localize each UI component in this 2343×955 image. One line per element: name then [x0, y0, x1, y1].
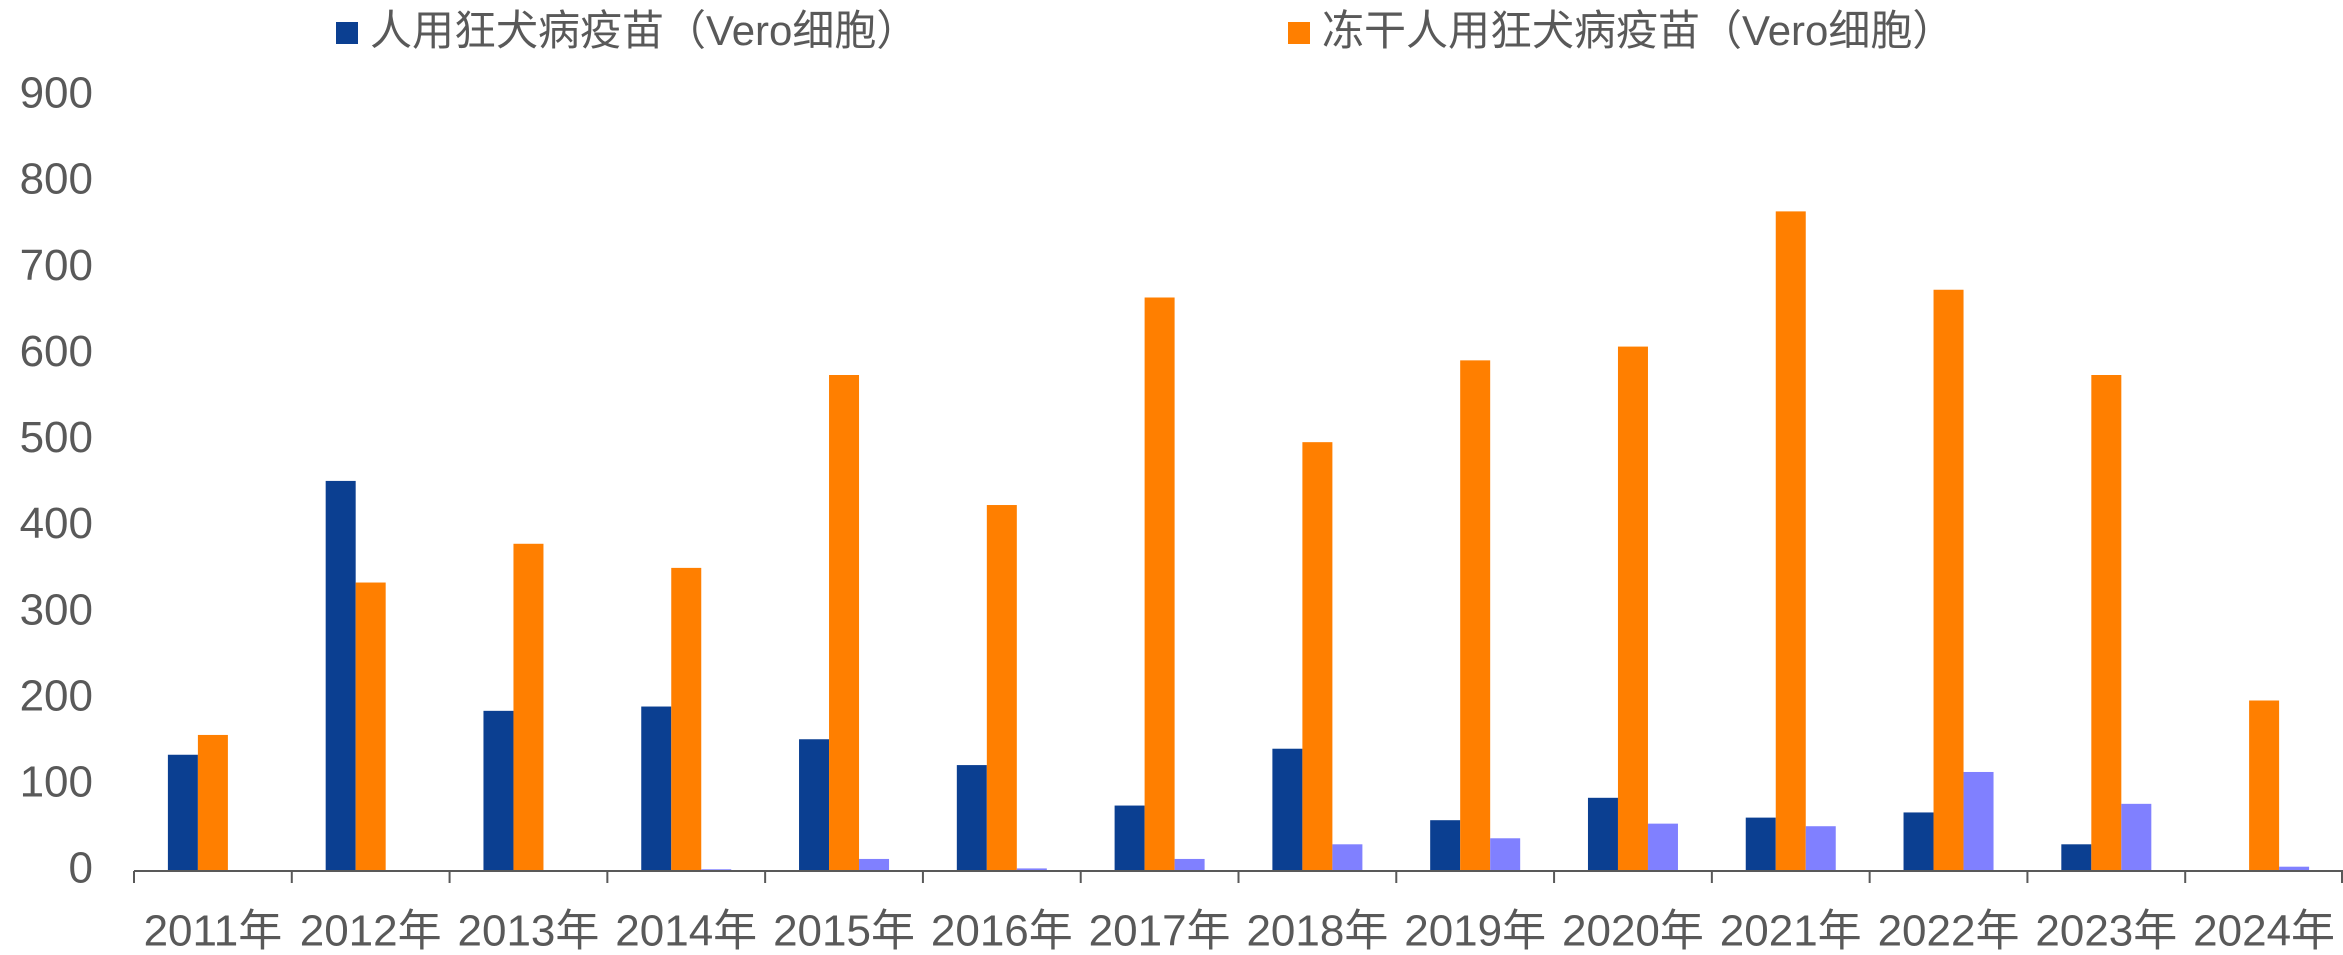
bar: [1430, 820, 1461, 871]
bar: [483, 710, 514, 871]
x-tick-label: 2020年: [1562, 907, 1704, 955]
bar: [986, 505, 1017, 871]
bar: [1805, 826, 1836, 871]
bar: [1174, 858, 1205, 871]
bar: [1933, 289, 1964, 871]
x-tick-label: 2022年: [1878, 907, 2020, 955]
x-tick-label: 2013年: [458, 907, 600, 955]
x-tick-label: 2014年: [615, 907, 757, 955]
bar: [799, 739, 830, 871]
bar: [1490, 838, 1521, 871]
bar: [1144, 297, 1175, 871]
bar: [1016, 868, 1047, 871]
x-tick-label: 2016年: [931, 907, 1073, 955]
x-tick-label: 2011年: [144, 907, 283, 955]
bar: [1272, 748, 1303, 871]
legend-swatch: [1288, 22, 1310, 44]
y-tick-label: 500: [20, 413, 93, 462]
y-tick-label: 800: [20, 155, 93, 204]
x-tick-label: 2012年: [300, 907, 442, 955]
bar: [1332, 844, 1363, 871]
bar: [1647, 823, 1678, 871]
bar: [513, 543, 544, 871]
y-tick-label: 200: [20, 671, 93, 720]
bar: [355, 582, 386, 871]
bar: [1587, 797, 1618, 871]
y-tick-label: 400: [20, 499, 93, 548]
y-tick-label: 600: [20, 327, 93, 376]
bar: [829, 375, 860, 871]
bar: [1745, 817, 1776, 871]
bar: [197, 734, 228, 871]
bar: [167, 754, 198, 871]
bar: [1617, 346, 1648, 871]
x-tick-label: 2015年: [773, 907, 915, 955]
x-tick-label: 2021年: [1720, 907, 1862, 955]
bar: [325, 480, 356, 871]
bar: [1903, 812, 1934, 871]
bar: [1302, 442, 1333, 871]
y-tick-label: 900: [20, 69, 93, 118]
bar: [2249, 700, 2280, 871]
bar: [2121, 803, 2152, 871]
x-tick-label: 2019年: [1404, 907, 1546, 955]
legend-label: 冻干人用狂犬病疫苗（Vero细胞）: [1322, 7, 1954, 54]
x-tick-label: 2017年: [1089, 907, 1231, 955]
y-tick-label: 0: [69, 844, 93, 893]
legend-label: 人用狂犬病疫苗（Vero细胞）: [370, 7, 918, 54]
bar: [1963, 771, 1994, 871]
y-tick-label: 300: [20, 585, 93, 634]
bar: [671, 567, 702, 871]
legend-swatch: [336, 22, 358, 44]
bar: [859, 858, 890, 871]
bar: [1114, 805, 1145, 871]
y-tick-label: 100: [20, 758, 93, 807]
bar: [2061, 844, 2092, 871]
x-tick-label: 2023年: [2035, 907, 2177, 955]
x-tick-label: 2024年: [2193, 907, 2335, 955]
bar: [2091, 375, 2122, 871]
bar: [1460, 360, 1491, 871]
bar: [1775, 211, 1806, 871]
y-tick-label: 700: [20, 241, 93, 290]
bar: [641, 706, 672, 871]
bar: [956, 765, 987, 871]
bar: [2279, 866, 2310, 871]
x-tick-label: 2018年: [1246, 907, 1388, 955]
